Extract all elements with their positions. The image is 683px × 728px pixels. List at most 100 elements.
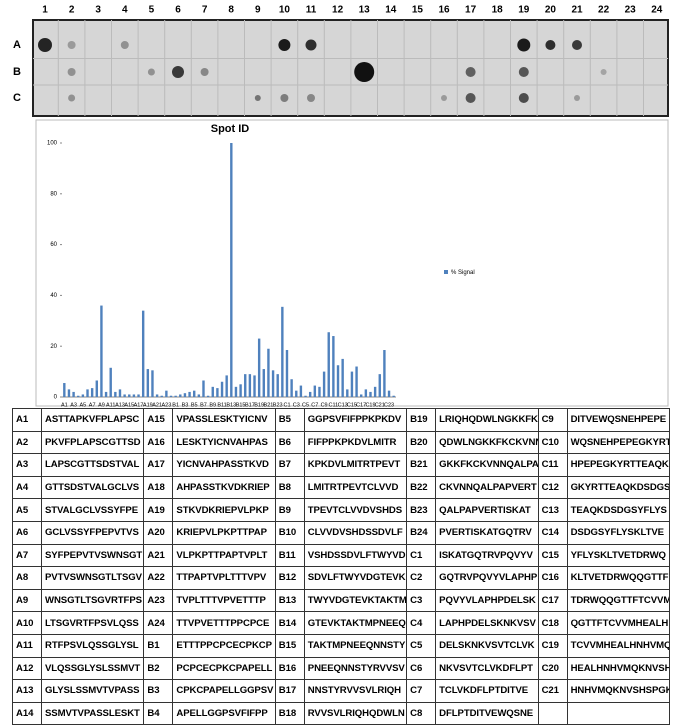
id-cell: A21 (144, 544, 173, 567)
id-cell: B23 (407, 499, 436, 522)
table-row: A5STVALGCLVSSYFPEA19STKVDKRIEPVLPKPB9TPE… (13, 499, 670, 522)
id-cell: C15 (538, 544, 567, 567)
bar (318, 387, 320, 397)
blot-spot (280, 94, 288, 102)
blot-column-label: 19 (518, 5, 530, 16)
bar (235, 387, 237, 397)
blot-column-label: 24 (651, 5, 663, 16)
bar (193, 391, 195, 397)
sequence-cell: ISKATGQTRVPQVYV (436, 544, 538, 567)
table-row: A3LAPSCGTTSDSTVALA17YICNVAHPASSTKVDB7KPK… (13, 454, 670, 477)
sequence-cell: LTSGVRTFPSVLQSS (42, 612, 144, 635)
bar (309, 392, 311, 397)
blot-spot (572, 40, 582, 50)
blot-column-label: 1 (42, 5, 48, 16)
bar (179, 394, 181, 397)
sequence-cell: WNSGTLTSGVRTFPS (42, 589, 144, 612)
id-cell: A7 (13, 544, 42, 567)
sequence-cell: GKKFKCKVNNQALPA (436, 454, 538, 477)
bar (272, 370, 274, 397)
sequence-cell: ASTTAPKVFPLAPSC (42, 409, 144, 432)
sequence-cell: RVVSVLRIQHQDWLN (304, 702, 406, 725)
id-cell: A12 (13, 657, 42, 680)
blot-row-label: A (13, 39, 21, 51)
sequence-cell: LAPSCGTTSDSTVAL (42, 454, 144, 477)
sequence-cell: DITVEWQSNEHPEPE (567, 409, 669, 432)
id-cell: A4 (13, 476, 42, 499)
bar (198, 394, 200, 397)
sequence-cell: HNHVMQKNVSHSPGK (567, 680, 669, 703)
id-cell: B6 (275, 431, 304, 454)
bar (105, 392, 107, 397)
bar (119, 389, 121, 397)
blot-spot (172, 66, 184, 78)
sequence-cell: VPASSLESKTYICNV (173, 409, 275, 432)
bar (295, 391, 297, 397)
id-cell: B19 (407, 409, 436, 432)
sequence-cell: GTEVKTAKTMPNEEQ (304, 612, 406, 635)
id-cell: C1 (407, 544, 436, 567)
sequence-cell: TCLVKDFLPTDITVE (436, 680, 538, 703)
bar (68, 389, 70, 397)
table-row: A6GCLVSSYFPEPVTVSA20KRIEPVLPKPTTPAPB10CL… (13, 521, 670, 544)
blot-spot (517, 39, 530, 52)
id-cell: C13 (538, 499, 567, 522)
bar (323, 372, 325, 397)
id-cell: A22 (144, 567, 173, 590)
id-cell: C17 (538, 589, 567, 612)
blot-spot (201, 68, 209, 76)
bar (379, 374, 381, 397)
id-cell: B2 (144, 657, 173, 680)
sequence-cell: TTVPVETTTPPCPCE (173, 612, 275, 635)
id-cell: C14 (538, 521, 567, 544)
sequence-cell: QDWLNGKKFKCKVNN (436, 431, 538, 454)
bar (337, 365, 339, 397)
bar (161, 396, 163, 397)
sequence-cell: STKVDKRIEPVLPKP (173, 499, 275, 522)
blot-column-label: 23 (625, 5, 637, 16)
bar (360, 394, 362, 397)
bar (151, 370, 153, 397)
id-cell: C7 (407, 680, 436, 703)
table-row: A12VLQSSGLYSLSSMVTB2PCPCECPKCPAPELLB16PN… (13, 657, 670, 680)
id-cell: B13 (275, 589, 304, 612)
bar (96, 380, 98, 397)
id-cell: B16 (275, 657, 304, 680)
bar (184, 393, 186, 397)
blot-spot (38, 38, 52, 52)
bar (383, 350, 385, 397)
table-row: A14SSMVTVPASSLESKTB4APELLGGPSVFIFPPB18RV… (13, 702, 670, 725)
id-cell: C9 (538, 409, 567, 432)
sequence-cell: TTPAPTVPLTTTVPV (173, 567, 275, 590)
blot-column-label: 17 (465, 5, 477, 16)
blot-spot (441, 95, 447, 101)
sequence-cell: TVPLTTTVPVETTTP (173, 589, 275, 612)
y-tick-label: 60 (50, 242, 57, 248)
sequence-cell: CKVNNQALPAPVERT (436, 476, 538, 499)
table-row: A1ASTTAPKVFPLAPSCA15VPASSLESKTYICNVB5GGP… (13, 409, 670, 432)
bar (142, 311, 144, 397)
sequence-cell: CLVVDVSHDSSDVLF (304, 521, 406, 544)
id-cell: B21 (407, 454, 436, 477)
sequence-cell: SSMVTVPASSLESKT (42, 702, 144, 725)
table-row: A9WNSGTLTSGVRTFPSA23TVPLTTTVPVETTTPB13TW… (13, 589, 670, 612)
id-cell: A16 (144, 431, 173, 454)
sequence-cell: WQSNEHPEPEGKYRT (567, 431, 669, 454)
blot-spot (519, 67, 529, 77)
bar (300, 386, 302, 397)
bar (355, 367, 357, 397)
bar (72, 392, 74, 397)
id-cell: A2 (13, 431, 42, 454)
blot-column-label: 14 (385, 5, 397, 16)
bar (290, 379, 292, 397)
id-cell: A24 (144, 612, 173, 635)
blot-spot (306, 40, 317, 51)
id-cell: B22 (407, 476, 436, 499)
sequence-cell: RTFPSVLQSSGLYSL (42, 634, 144, 657)
blot-spot (601, 69, 607, 75)
bar (165, 391, 167, 397)
table-row: A10LTSGVRTFPSVLQSSA24TTVPVETTTPPCPCEB14G… (13, 612, 670, 635)
id-cell: A1 (13, 409, 42, 432)
sequence-cell: VSHDSSDVLFTWYVD (304, 544, 406, 567)
